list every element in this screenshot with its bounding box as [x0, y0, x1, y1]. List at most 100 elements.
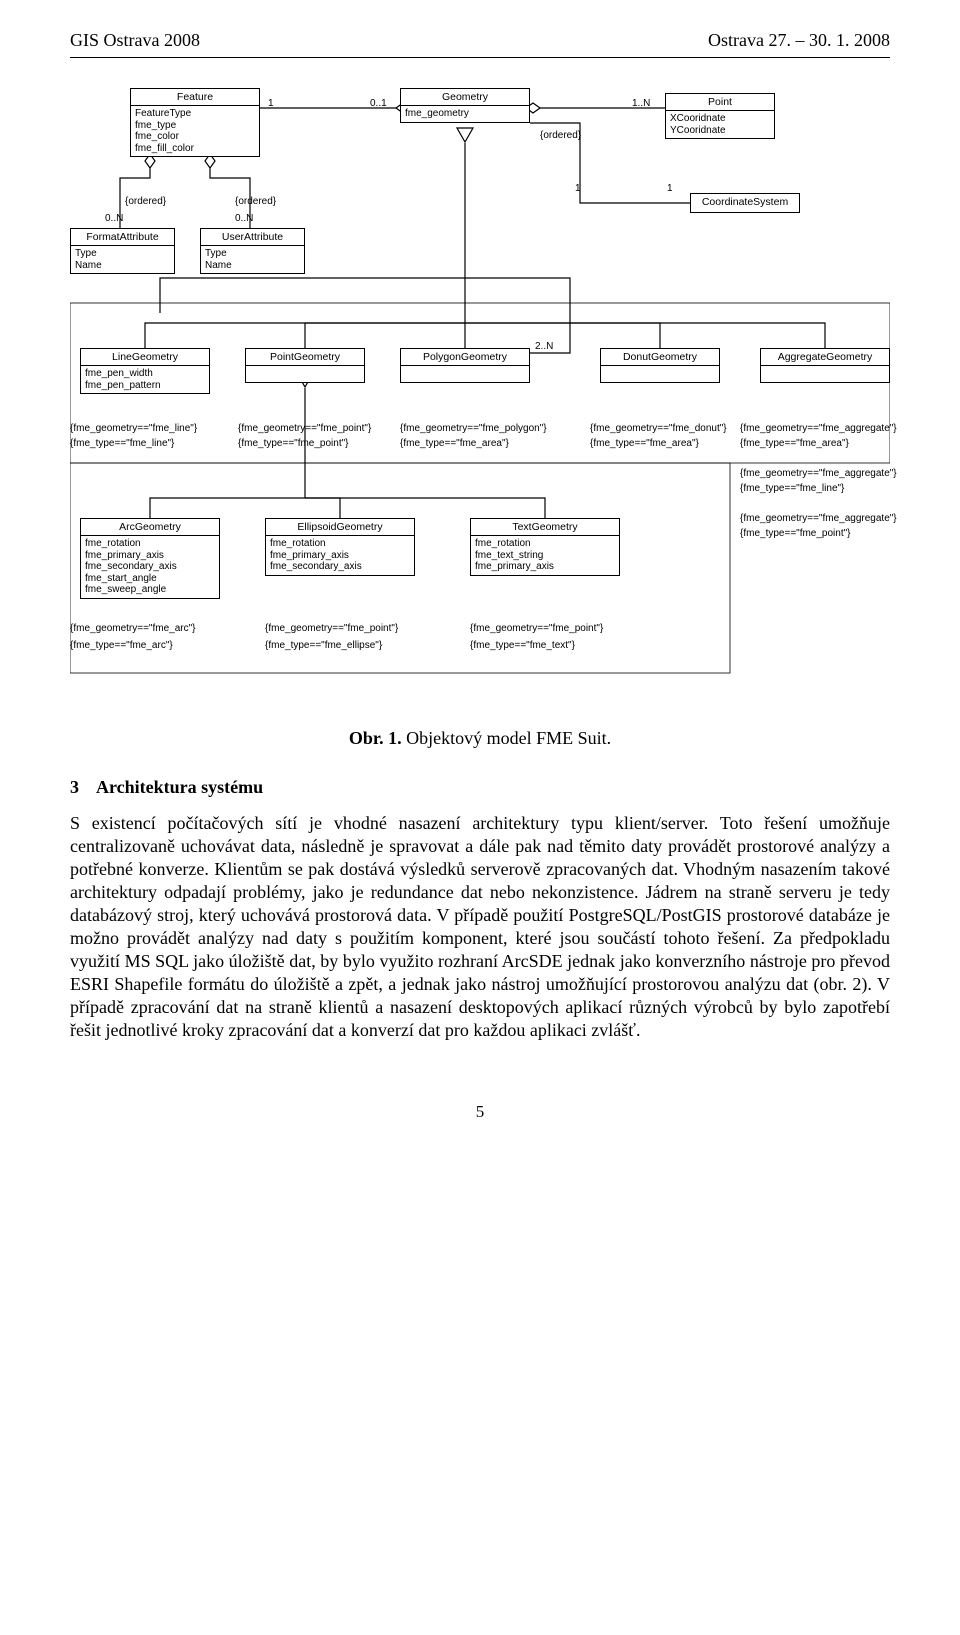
- uml-class-title: Geometry: [401, 89, 529, 106]
- uml-attribute: fme_primary_axis: [270, 550, 410, 562]
- header-left: GIS Ostrava 2008: [70, 30, 200, 51]
- uml-class-title: FormatAttribute: [71, 229, 174, 246]
- assoc-label: 2..N: [535, 341, 553, 353]
- uml-attribute: fme_type: [135, 120, 255, 132]
- uml-class-title: AggregateGeometry: [761, 349, 889, 366]
- figure-caption: Obr. 1. Objektový model FME Suit.: [70, 728, 890, 749]
- header-rule: [70, 57, 890, 58]
- uml-class-title: CoordinateSystem: [691, 194, 799, 210]
- uml-attribute: fme_color: [135, 131, 255, 143]
- caption-text: Objektový model FME Suit.: [406, 728, 611, 748]
- constraint-label: {fme_geometry=="fme_donut"}: [590, 423, 727, 435]
- assoc-label: 0..N: [105, 213, 123, 225]
- uml-class-body: TypeName: [71, 246, 174, 273]
- uml-class-title: EllipsoidGeometry: [266, 519, 414, 536]
- uml-class-body: [246, 366, 364, 382]
- uml-attribute: fme_pen_pattern: [85, 380, 205, 392]
- section-heading: 3 Architektura systému: [70, 777, 890, 798]
- assoc-label: 1: [667, 183, 673, 195]
- page-number: 5: [70, 1102, 890, 1122]
- constraint-label: {fme_type=="fme_text"}: [470, 640, 575, 652]
- uml-class-feature: FeatureFeatureTypefme_typefme_colorfme_f…: [130, 88, 260, 157]
- uml-attribute: fme_secondary_axis: [270, 561, 410, 573]
- uml-class-coordsys: CoordinateSystem: [690, 193, 800, 213]
- uml-class-geometry: Geometry fme_geometry: [400, 88, 530, 123]
- uml-class-body: fme_geometry: [401, 106, 529, 122]
- constraint-label: {fme_type=="fme_ellipse"}: [265, 640, 382, 652]
- uml-class-body: [761, 366, 889, 382]
- uml-class-body: [401, 366, 529, 382]
- uml-attribute: fme_text_string: [475, 550, 615, 562]
- uml-attribute: fme_rotation: [475, 538, 615, 550]
- page-header: GIS Ostrava 2008 Ostrava 27. – 30. 1. 20…: [70, 30, 890, 51]
- uml-attribute: Type: [205, 248, 300, 260]
- assoc-label: {ordered}: [235, 196, 276, 208]
- caption-label: Obr. 1.: [349, 728, 402, 748]
- uml-class-body: TypeName: [201, 246, 304, 273]
- uml-class-point_geom: PointGeometry: [245, 348, 365, 383]
- header-right: Ostrava 27. – 30. 1. 2008: [708, 30, 890, 51]
- uml-attribute: Name: [75, 260, 170, 272]
- constraint-label: {fme_geometry=="fme_aggregate"}: [740, 468, 897, 480]
- uml-class-body: fme_rotationfme_text_stringfme_primary_a…: [471, 536, 619, 575]
- document-page: GIS Ostrava 2008 Ostrava 27. – 30. 1. 20…: [0, 0, 960, 1162]
- section-title: Architektura systému: [96, 777, 263, 797]
- uml-class-text_geom: TextGeometryfme_rotationfme_text_stringf…: [470, 518, 620, 576]
- uml-class-title: LineGeometry: [81, 349, 209, 366]
- assoc-label: 1..N: [632, 98, 650, 110]
- constraint-label: {fme_geometry=="fme_polygon"}: [400, 423, 547, 435]
- constraint-label: {fme_type=="fme_point"}: [740, 528, 851, 540]
- uml-class-polygon_geom: PolygonGeometry: [400, 348, 530, 383]
- uml-class-title: PointGeometry: [246, 349, 364, 366]
- assoc-label: 0..1: [370, 98, 387, 110]
- uml-class-arc_geom: ArcGeometryfme_rotationfme_primary_axisf…: [80, 518, 220, 599]
- constraint-label: {fme_type=="fme_area"}: [400, 438, 509, 450]
- uml-class-title: Point: [666, 94, 774, 111]
- uml-class-format_attr: FormatAttributeTypeName: [70, 228, 175, 274]
- uml-attribute: fme_secondary_axis: [85, 561, 215, 573]
- uml-attribute: XCooridnate: [670, 113, 770, 125]
- uml-attribute: fme_primary_axis: [85, 550, 215, 562]
- uml-class-ellipsoid_geom: EllipsoidGeometryfme_rotationfme_primary…: [265, 518, 415, 576]
- uml-attribute: Name: [205, 260, 300, 272]
- uml-class-body: FeatureTypefme_typefme_colorfme_fill_col…: [131, 106, 259, 156]
- uml-class-user_attr: UserAttributeTypeName: [200, 228, 305, 274]
- uml-class-donut_geom: DonutGeometry: [600, 348, 720, 383]
- uml-class-body: fme_rotationfme_primary_axisfme_secondar…: [266, 536, 414, 575]
- uml-class-title: TextGeometry: [471, 519, 619, 536]
- uml-class-body: [601, 366, 719, 382]
- uml-class-title: DonutGeometry: [601, 349, 719, 366]
- uml-class-point: Point XCooridnateYCooridnate: [665, 93, 775, 139]
- constraint-label: {fme_type=="fme_line"}: [70, 438, 174, 450]
- constraint-label: {fme_type=="fme_point"}: [238, 438, 349, 450]
- constraint-label: {fme_geometry=="fme_point"}: [470, 623, 603, 635]
- uml-diagram: FeatureFeatureTypefme_typefme_colorfme_f…: [70, 78, 890, 708]
- constraint-label: {fme_type=="fme_arc"}: [70, 640, 173, 652]
- uml-class-title: UserAttribute: [201, 229, 304, 246]
- constraint-label: {fme_type=="fme_area"}: [590, 438, 699, 450]
- uml-class-body: fme_pen_widthfme_pen_pattern: [81, 366, 209, 393]
- uml-attribute: YCooridnate: [670, 125, 770, 137]
- uml-attribute: fme_rotation: [270, 538, 410, 550]
- uml-attribute: fme_start_angle: [85, 573, 215, 585]
- assoc-label: {ordered}: [540, 130, 581, 142]
- assoc-label: 0..N: [235, 213, 253, 225]
- section-number: 3: [70, 777, 79, 797]
- uml-attribute: fme_fill_color: [135, 143, 255, 155]
- uml-class-agg_geom: AggregateGeometry: [760, 348, 890, 383]
- constraint-label: {fme_type=="fme_line"}: [740, 483, 844, 495]
- body-paragraph: S existencí počítačových sítí je vhodné …: [70, 812, 890, 1042]
- uml-attribute: fme_pen_width: [85, 368, 205, 380]
- uml-class-title: PolygonGeometry: [401, 349, 529, 366]
- constraint-label: {fme_geometry=="fme_arc"}: [70, 623, 196, 635]
- uml-class-body: fme_rotationfme_primary_axisfme_secondar…: [81, 536, 219, 598]
- constraint-label: {fme_type=="fme_area"}: [740, 438, 849, 450]
- constraint-label: {fme_geometry=="fme_line"}: [70, 423, 197, 435]
- constraint-label: {fme_geometry=="fme_point"}: [265, 623, 398, 635]
- uml-attribute: fme_geometry: [405, 108, 525, 120]
- constraint-label: {fme_geometry=="fme_aggregate"}: [740, 513, 897, 525]
- assoc-label: 1: [268, 98, 274, 110]
- assoc-label: 1: [575, 183, 581, 195]
- uml-class-title: Feature: [131, 89, 259, 106]
- uml-attribute: fme_sweep_angle: [85, 584, 215, 596]
